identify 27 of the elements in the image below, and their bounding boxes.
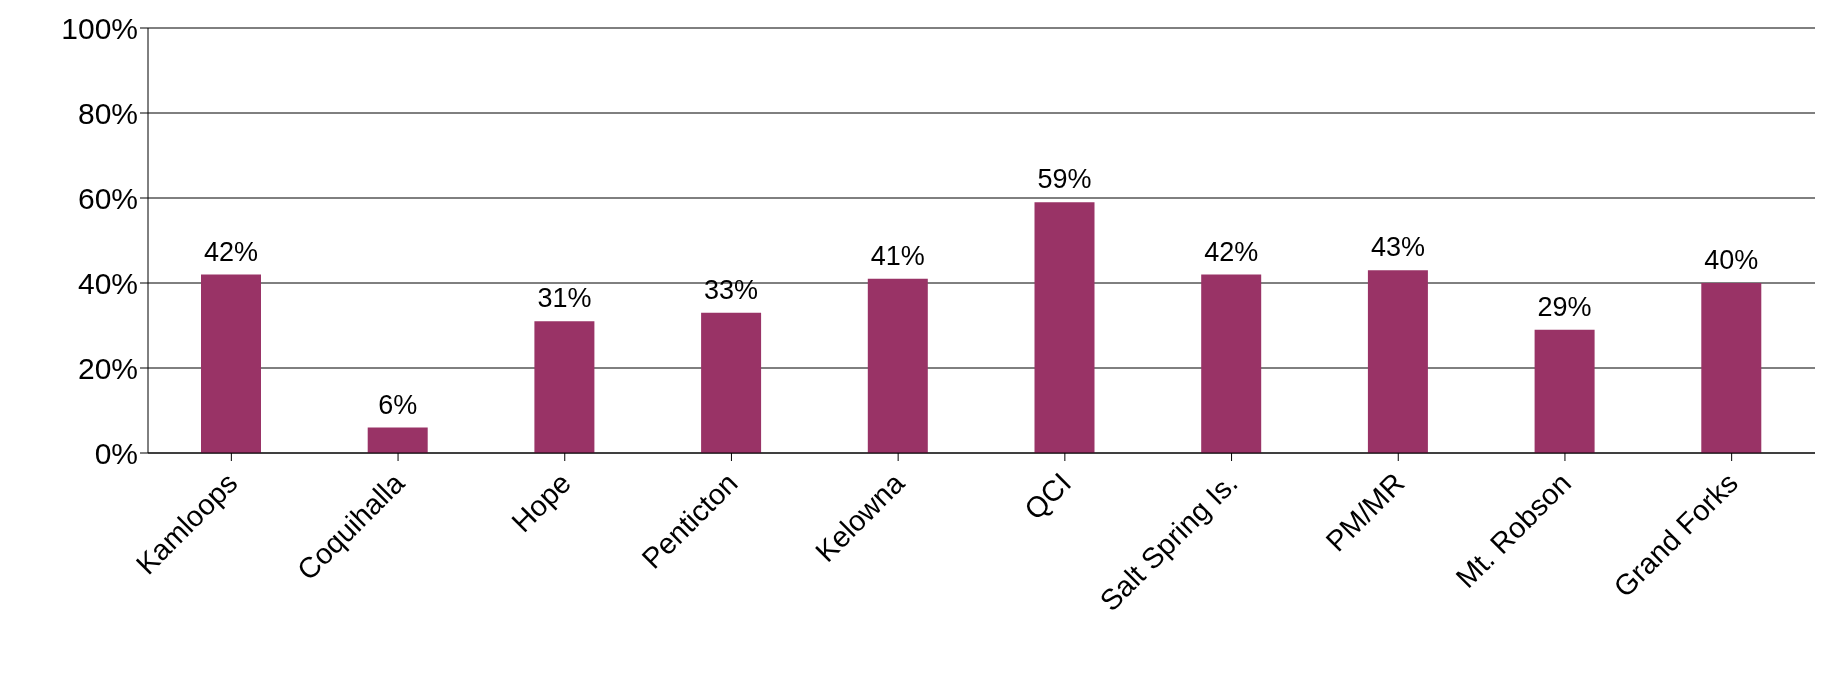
- bar: [1034, 202, 1095, 453]
- data-label: 42%: [203, 236, 259, 267]
- data-label: 43%: [1370, 232, 1425, 263]
- bar: [701, 312, 762, 453]
- y-tick-label: 100%: [61, 11, 138, 45]
- data-label: 59%: [1037, 164, 1092, 195]
- data-label: 31%: [537, 283, 592, 314]
- bar: [201, 274, 261, 453]
- y-tick-label: 40%: [77, 266, 138, 300]
- data-label: 6%: [378, 389, 418, 420]
- bar: [1367, 270, 1428, 453]
- bar: [1701, 283, 1762, 453]
- data-label: 33%: [704, 274, 759, 305]
- data-label: 29%: [1537, 291, 1592, 322]
- y-tick-label: 60%: [77, 181, 138, 215]
- data-label: 40%: [1704, 245, 1759, 275]
- data-label: 42%: [1204, 236, 1259, 267]
- y-tick-label: 0%: [94, 436, 138, 470]
- bar: [367, 427, 428, 453]
- bar: [534, 321, 595, 453]
- data-label: 41%: [870, 240, 925, 271]
- bar: [1201, 274, 1262, 453]
- x-tick-label: QCI: [1018, 466, 1078, 526]
- y-tick-label: 20%: [77, 351, 138, 385]
- bar: [1534, 329, 1595, 453]
- y-tick-label: 80%: [77, 96, 138, 130]
- bar: [867, 278, 928, 453]
